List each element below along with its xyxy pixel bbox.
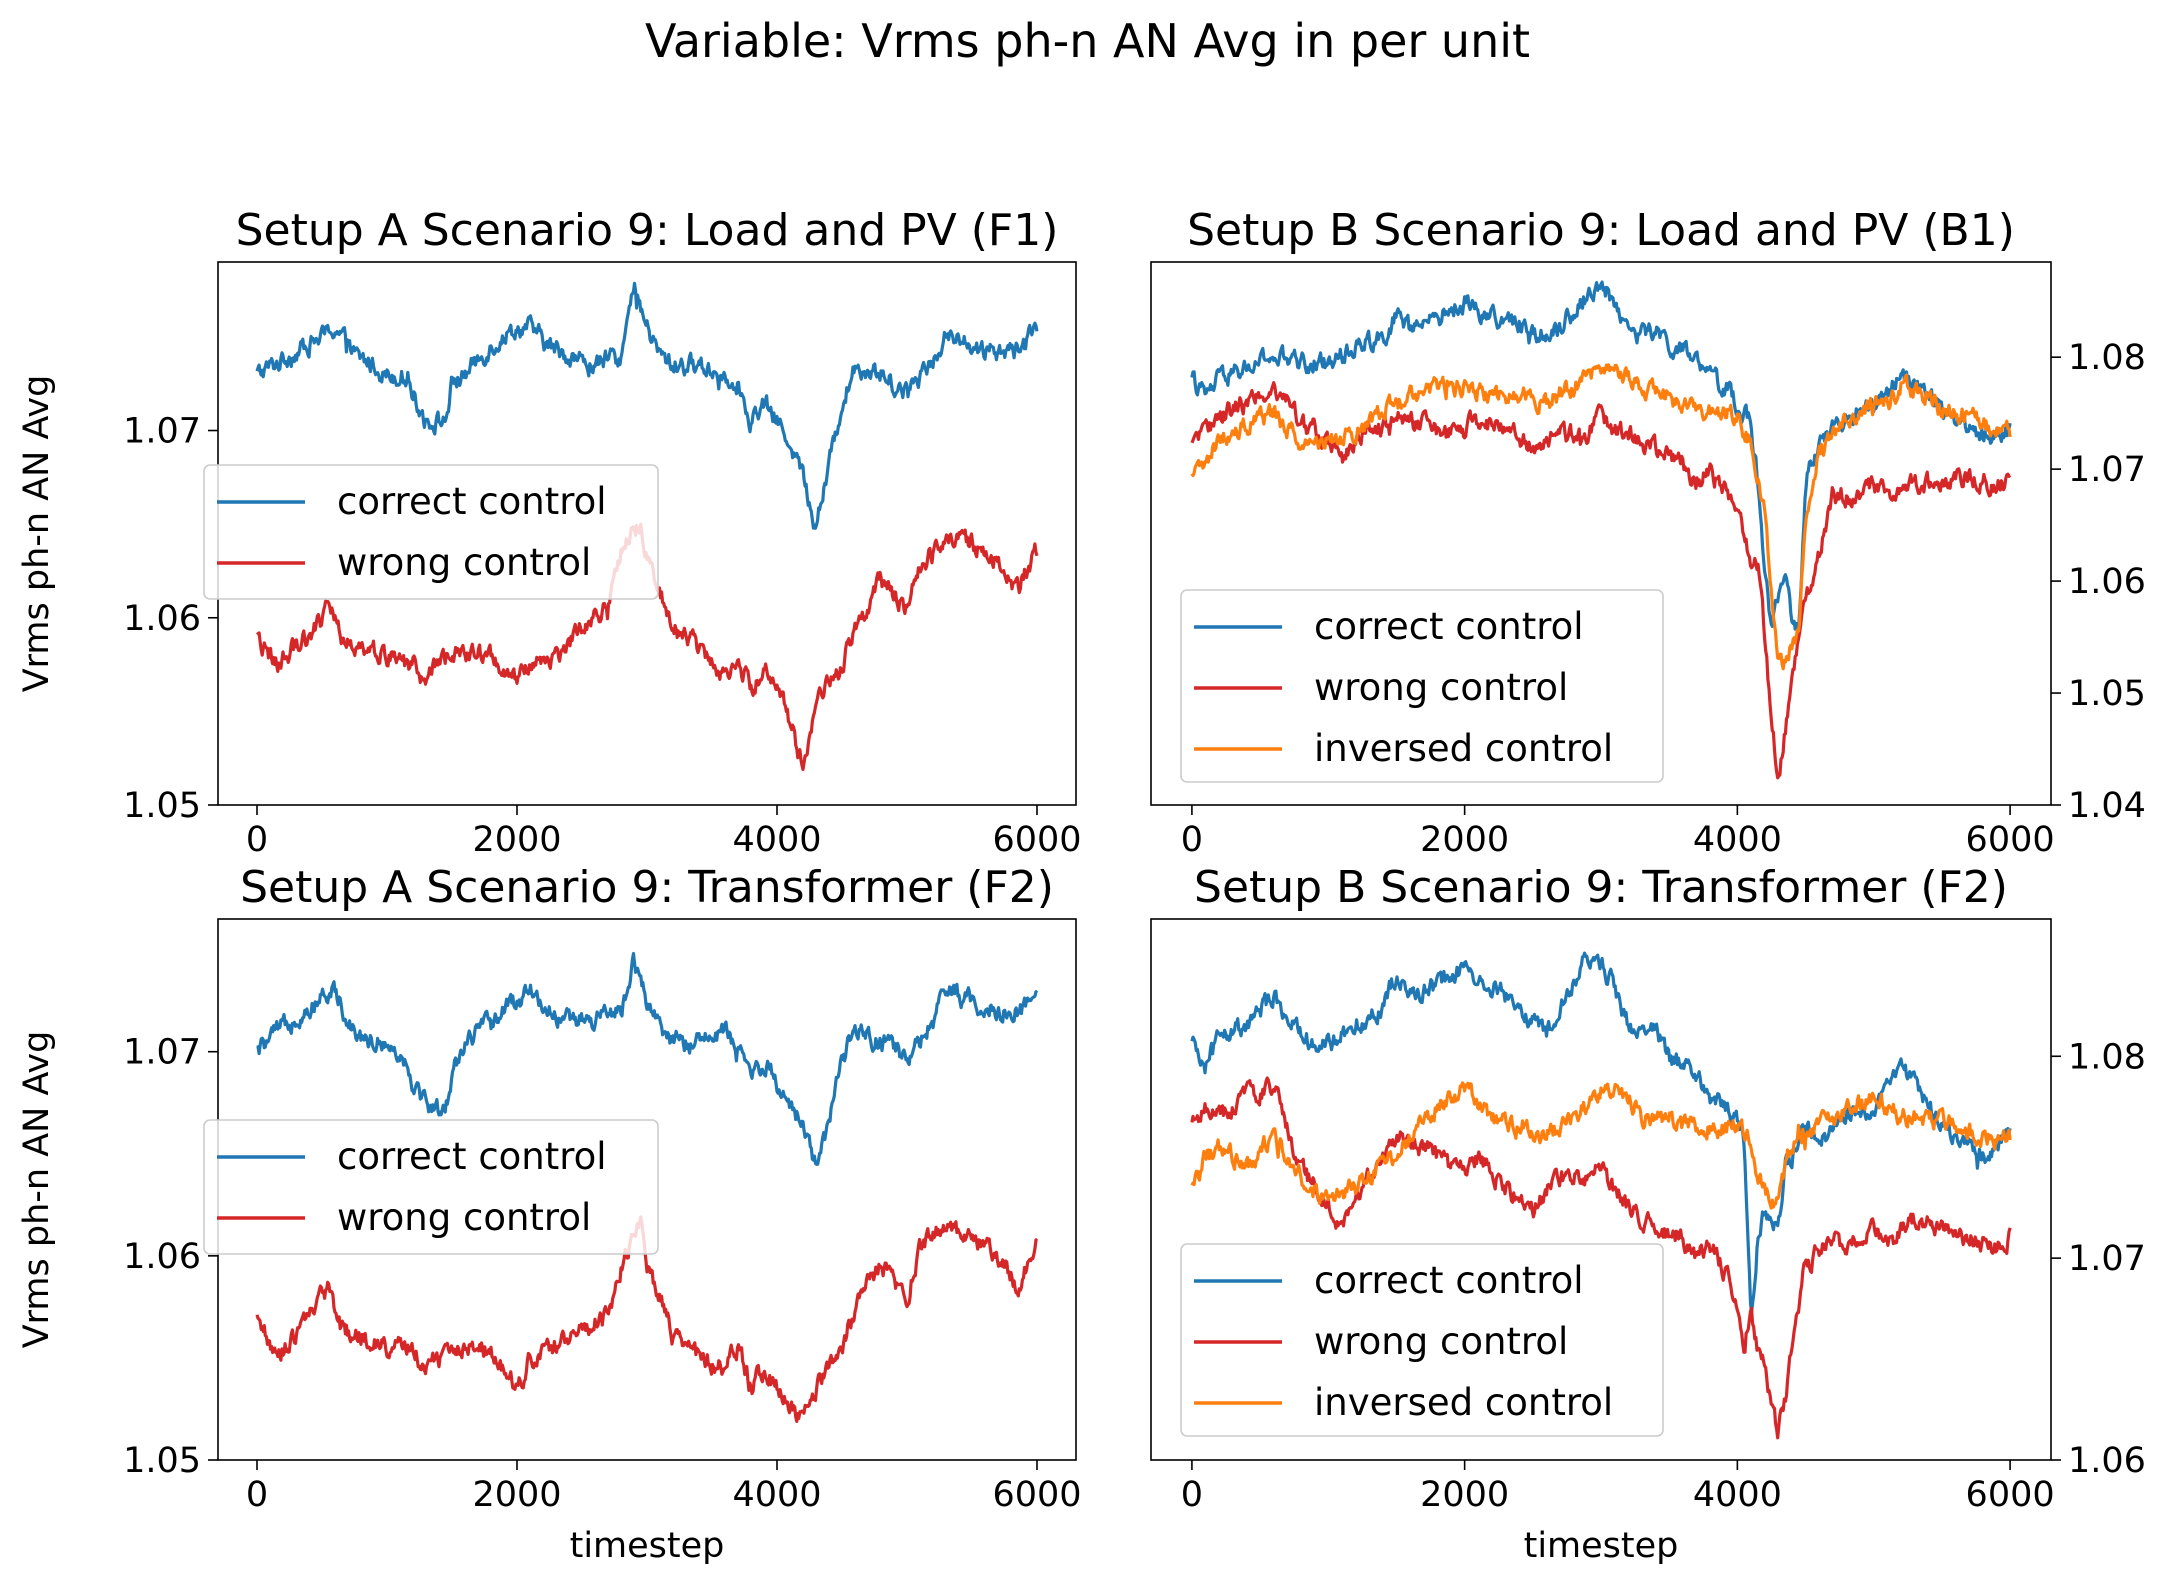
series-line-inversed-control [1190, 1081, 2012, 1210]
y-tick-label: 1.07 [123, 1033, 201, 1073]
legend-label: wrong control [1314, 1320, 1568, 1363]
subplot-title: Setup B Scenario 9: Load and PV (B1) [1187, 205, 2015, 256]
legend-box [203, 1119, 659, 1255]
x-tick-label: 4000 [1693, 820, 1782, 860]
legend-label: correct control [1314, 1259, 1584, 1302]
y-tick-label: 1.06 [2068, 562, 2146, 602]
y-tick-label: 1.08 [2068, 338, 2146, 378]
legend: correct control wrong control inversed con… [1180, 1243, 1664, 1437]
y-tick-label: 1.07 [2068, 1239, 2146, 1279]
legend-label: correct control [337, 1135, 607, 1178]
legend-label: wrong control [337, 541, 591, 584]
subplot-2: Setup B Scenario 9: Load and PV (B1) 0 200… [1150, 205, 2146, 860]
x-tick-label: 2000 [472, 1475, 561, 1515]
legend-box [1180, 1243, 1664, 1437]
legend-label: inversed control [1314, 727, 1613, 770]
legend-label: wrong control [337, 1196, 591, 1239]
legend: correct control wrong control [203, 1119, 659, 1255]
subplot-title: Setup A Scenario 9: Load and PV (F1) [236, 205, 1059, 256]
legend-box [203, 464, 659, 600]
legend: correct control wrong control inversed con… [1180, 589, 1664, 783]
x-tick-label: 6000 [1966, 1475, 2055, 1515]
x-tick-label: 0 [1181, 1475, 1203, 1515]
legend-box [1180, 589, 1664, 783]
x-axis-label: timestep [1524, 1526, 1679, 1566]
y-tick-label: 1.07 [123, 412, 201, 452]
series-line-wrong-control [255, 1215, 1039, 1424]
series-line-inversed-control [1190, 363, 2012, 671]
y-axis-label: Vrms ph-n AN Avg [17, 1031, 57, 1349]
x-tick-label: 6000 [1966, 820, 2055, 860]
y-tick-label: 1.08 [2068, 1037, 2146, 1077]
series-line-correct-control [1190, 951, 2012, 1315]
series-line-wrong-control [1190, 381, 2012, 780]
subplot-title: Setup A Scenario 9: Transformer (F2) [240, 862, 1054, 913]
y-tick-label: 1.06 [123, 1237, 201, 1277]
x-tick-label: 4000 [732, 1475, 821, 1515]
subplot-1: Setup A Scenario 9: Load and PV (F1) 0 200… [17, 205, 1082, 860]
x-tick-label: 0 [1181, 820, 1203, 860]
x-tick-label: 6000 [992, 1475, 1081, 1515]
x-tick-label: 4000 [1693, 1475, 1782, 1515]
x-tick-label: 2000 [1420, 820, 1509, 860]
y-axis-label: Vrms ph-n AN Avg [17, 375, 57, 693]
x-tick-label: 2000 [472, 820, 561, 860]
legend-label: wrong control [1314, 666, 1568, 709]
series-line-correct-control [255, 281, 1039, 530]
y-tick-label: 1.05 [2068, 674, 2146, 714]
legend: correct control wrong control [203, 464, 659, 600]
series-line-correct-control [256, 951, 1039, 1166]
y-tick-label: 1.06 [123, 599, 201, 639]
y-tick-label: 1.05 [123, 1441, 201, 1481]
y-tick-label: 1.06 [2068, 1441, 2146, 1481]
plot-frame [1150, 918, 2052, 1461]
series-line-correct-control [1190, 280, 2012, 631]
x-tick-label: 2000 [1420, 1475, 1509, 1515]
subplot-title: Setup B Scenario 9: Transformer (F2) [1194, 862, 2008, 913]
plot-frame [1150, 261, 2052, 806]
x-tick-label: 6000 [992, 820, 1081, 860]
y-tick-label: 1.04 [2068, 786, 2146, 826]
legend-label: correct control [337, 480, 607, 523]
figure-suptitle: Variable: Vrms ph-n AN Avg in per unit [644, 14, 1531, 68]
legend-label: correct control [1314, 605, 1584, 648]
x-tick-label: 0 [246, 820, 268, 860]
subplot-4: Setup B Scenario 9: Transformer (F2) 0 200… [1150, 862, 2146, 1566]
y-tick-label: 1.05 [123, 786, 201, 826]
x-tick-label: 0 [246, 1475, 268, 1515]
subplot-3: Setup A Scenario 9: Transformer (F2) 0 200… [17, 862, 1082, 1566]
y-tick-label: 1.07 [2068, 450, 2146, 490]
legend-label: inversed control [1314, 1381, 1613, 1424]
x-tick-label: 4000 [732, 820, 821, 860]
x-axis-label: timestep [570, 1526, 725, 1566]
